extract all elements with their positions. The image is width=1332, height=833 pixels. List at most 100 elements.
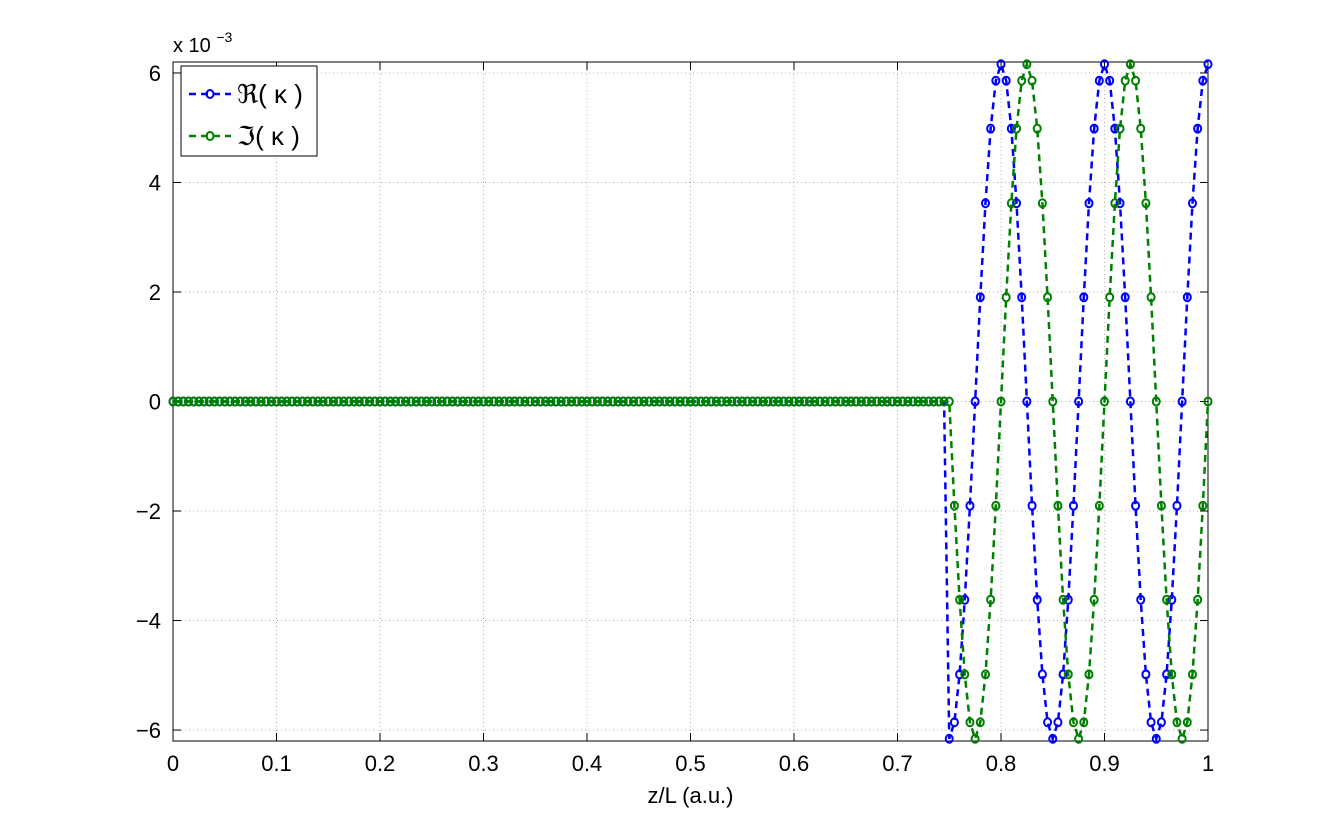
data-point (1177, 396, 1187, 407)
data-point (235, 396, 245, 407)
data-point (768, 396, 778, 407)
data-point (1001, 75, 1011, 86)
data-point (913, 396, 923, 407)
y-scale-base: x 10 (173, 35, 211, 57)
data-point (463, 396, 473, 407)
data-point (535, 396, 545, 407)
data-point (1120, 292, 1130, 303)
data-point (986, 123, 996, 134)
data-point (670, 396, 680, 407)
data-point (479, 396, 488, 407)
data-point (556, 396, 566, 407)
data-point (742, 396, 752, 407)
data-point (592, 396, 602, 407)
data-point (504, 396, 514, 407)
data-point (603, 396, 613, 407)
series-imag (168, 59, 1213, 744)
data-point (323, 396, 333, 407)
data-point (1068, 717, 1078, 728)
data-point (266, 396, 276, 407)
data-point (644, 396, 654, 407)
data-point (815, 396, 825, 407)
data-point (380, 396, 390, 407)
data-point (1193, 123, 1203, 134)
data-point (639, 396, 649, 407)
data-point (929, 396, 939, 407)
data-point (225, 396, 235, 407)
data-point (727, 396, 737, 407)
data-point (447, 396, 457, 407)
data-point (308, 396, 318, 407)
data-point (1074, 733, 1084, 744)
data-point (960, 669, 970, 680)
x-tick-label: 0 (167, 751, 179, 776)
data-point (970, 733, 980, 744)
data-point (411, 396, 421, 407)
data-point (872, 396, 882, 407)
data-point (955, 594, 965, 605)
data-point (184, 396, 194, 407)
data-point (1063, 669, 1073, 680)
data-point (748, 396, 758, 407)
data-point (1115, 123, 1125, 134)
data-point (1043, 292, 1053, 303)
data-point (1048, 396, 1058, 407)
data-point (1012, 123, 1022, 134)
data-point (1032, 123, 1042, 134)
data-point (1001, 292, 1011, 303)
data-point (484, 396, 494, 407)
y-tick-label: 6 (149, 61, 161, 86)
data-point (313, 396, 323, 407)
data-point (1198, 500, 1208, 511)
data-point (566, 396, 576, 407)
data-point (1136, 123, 1146, 134)
data-point (339, 396, 349, 407)
data-point (530, 396, 540, 407)
data-point (789, 396, 799, 407)
data-point (980, 669, 990, 680)
data-point (473, 396, 483, 407)
data-point (406, 396, 416, 407)
data-point (582, 396, 592, 407)
data-point (598, 396, 608, 407)
data-point (841, 396, 851, 407)
data-point (934, 396, 944, 407)
x-tick-label: 0.1 (261, 751, 292, 776)
data-point (851, 396, 861, 407)
data-point (1094, 500, 1104, 511)
data-point (1151, 733, 1161, 744)
data-point (427, 396, 437, 407)
data-point (1125, 59, 1135, 70)
data-point (1079, 717, 1089, 728)
data-point (1022, 59, 1032, 70)
data-point (515, 396, 525, 407)
data-point (861, 396, 871, 407)
data-point (375, 396, 385, 407)
data-point (675, 396, 685, 407)
data-point (1022, 396, 1032, 407)
data-point (763, 396, 773, 407)
data-point (1006, 198, 1016, 209)
data-point (499, 396, 509, 407)
data-point (1053, 717, 1063, 728)
data-point (996, 59, 1006, 70)
data-point (836, 396, 846, 407)
data-point (1136, 594, 1146, 605)
data-point (401, 396, 411, 407)
data-point (1006, 123, 1016, 134)
data-point (825, 396, 835, 407)
data-point (432, 396, 442, 407)
data-point (297, 396, 307, 407)
data-point (261, 396, 271, 407)
data-point (701, 396, 711, 407)
data-point (453, 396, 463, 407)
data-point (1187, 669, 1197, 680)
data-point (385, 396, 395, 407)
data-point (846, 396, 856, 407)
data-point (328, 396, 338, 407)
data-point (1012, 198, 1022, 209)
x-tick-label: 0.5 (675, 751, 706, 776)
data-point (660, 396, 670, 407)
legend-label: ℜ( κ ) (237, 79, 303, 109)
data-point (722, 396, 732, 407)
